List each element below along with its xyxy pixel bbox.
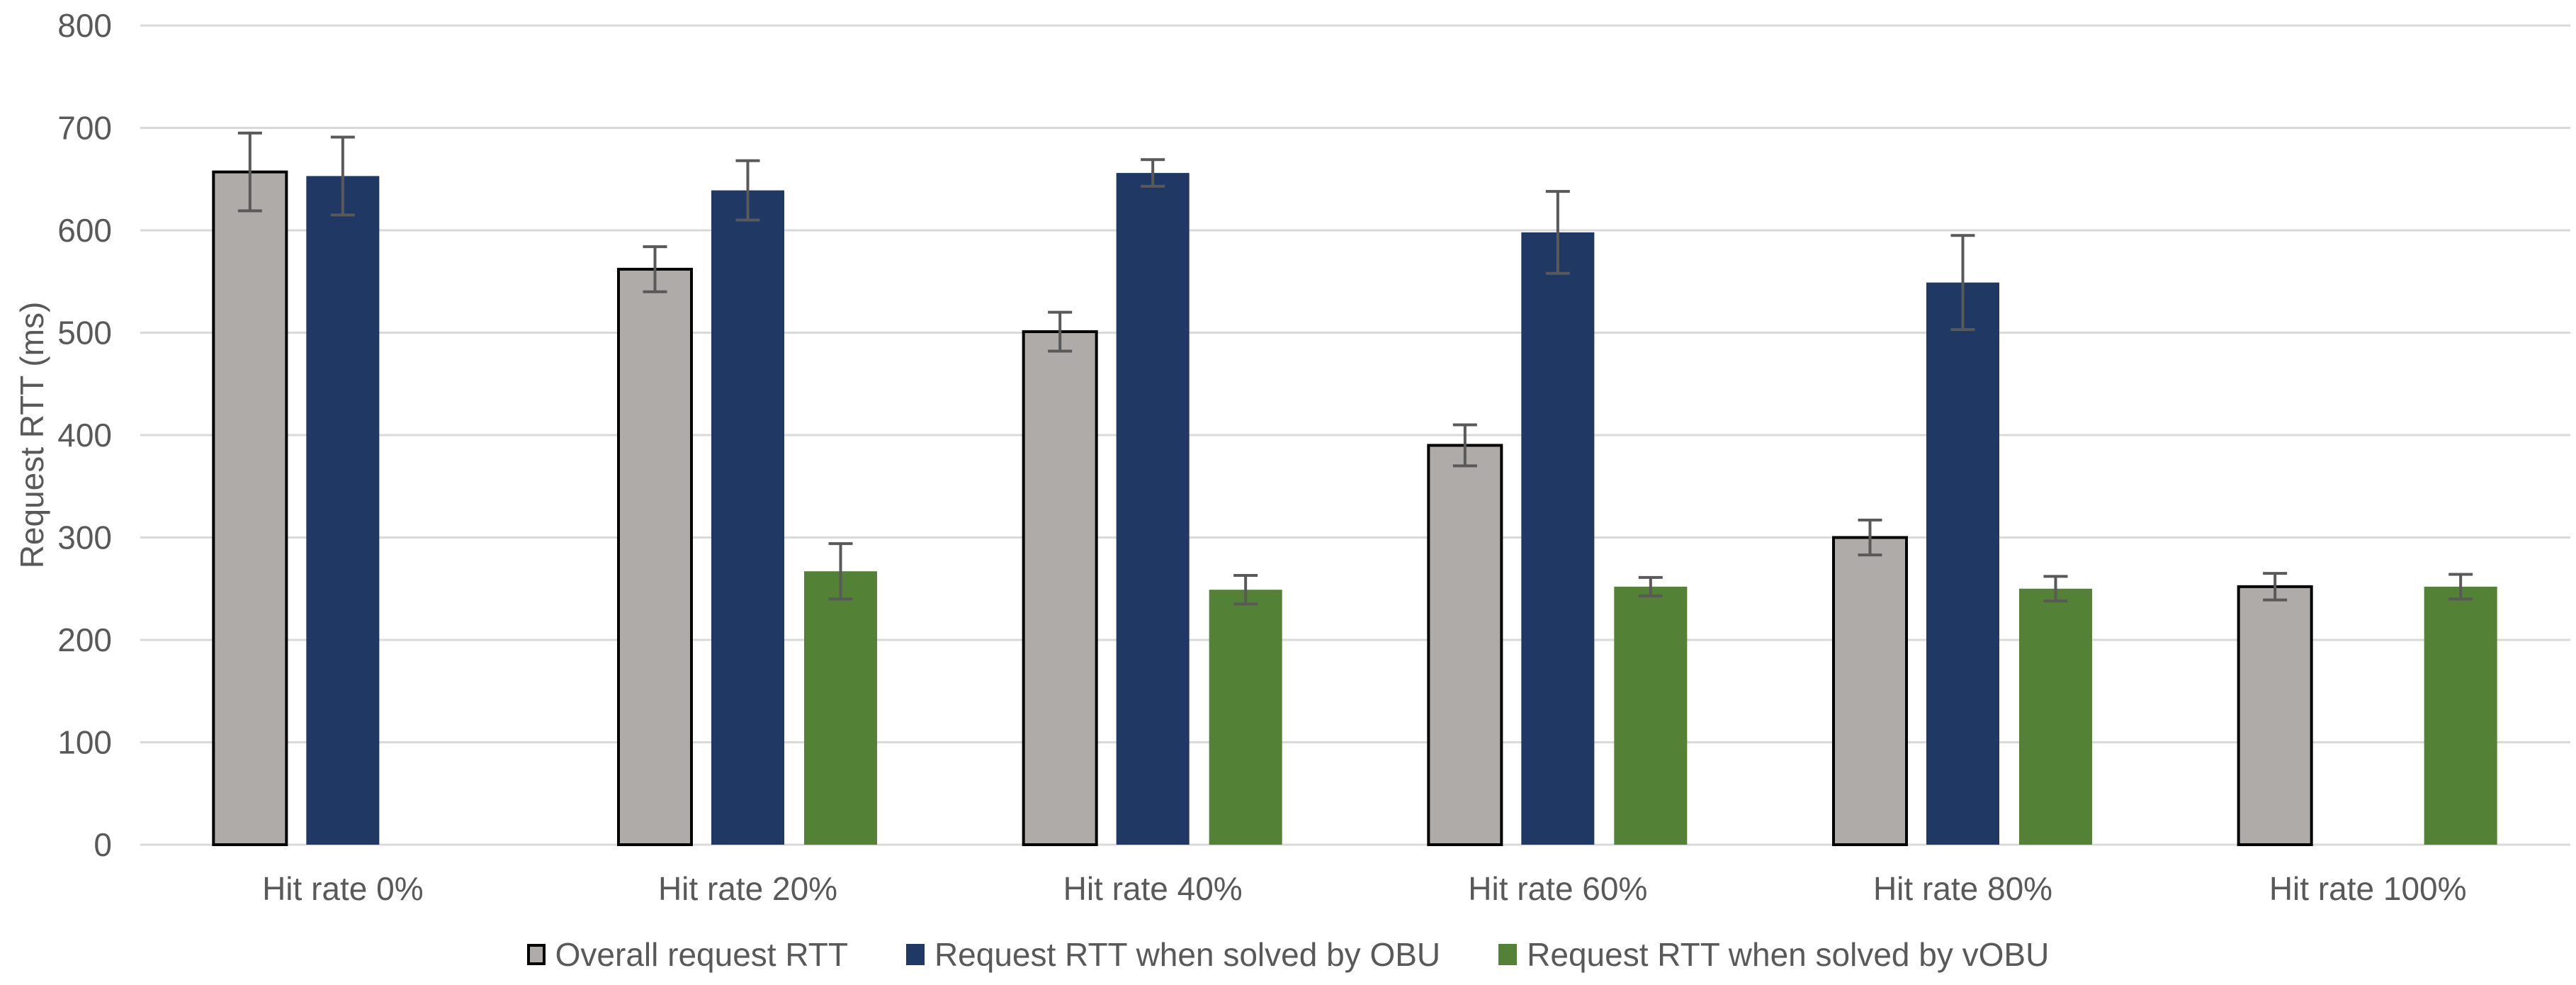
y-tick-label-0: 0	[94, 826, 112, 863]
x-category-label-2: Hit rate 40%	[1063, 870, 1243, 907]
y-axis-title: Request RTT (ms)	[13, 301, 50, 569]
legend-label-obu: Request RTT when solved by OBU	[934, 936, 1441, 973]
legend-label-overall: Overall request RTT	[555, 936, 848, 973]
legend-item-vobu: Request RTT when solved by vOBU	[1498, 935, 2049, 974]
bar-series2-cat1	[804, 571, 877, 845]
bar-series1-cat0	[306, 176, 380, 845]
bar-series1-cat1	[711, 190, 784, 845]
legend-swatch-obu-icon	[905, 944, 925, 965]
bar-series1-cat3	[1521, 232, 1595, 845]
bar-series2-cat2	[1209, 590, 1282, 845]
legend-item-obu: Request RTT when solved by OBU	[905, 935, 1441, 974]
bar-series0-cat5	[2237, 585, 2313, 846]
bar-series2-cat3	[1614, 586, 1688, 845]
y-tick-label-300: 300	[57, 519, 112, 556]
legend-swatch-vobu-icon	[1498, 944, 1518, 965]
bar-series0-cat1	[617, 267, 693, 847]
x-category-label-3: Hit rate 60%	[1468, 870, 1647, 907]
bar-series0-cat4	[1832, 536, 1908, 846]
x-category-label-0: Hit rate 0%	[262, 870, 424, 907]
y-tick-label-100: 100	[57, 724, 112, 761]
y-tick-label-400: 400	[57, 417, 112, 454]
bar-series0-cat3	[1427, 444, 1503, 846]
legend: Overall request RTT Request RTT when sol…	[0, 935, 2576, 974]
legend-label-vobu: Request RTT when solved by vOBU	[1527, 936, 2050, 973]
bar-series1-cat2	[1116, 173, 1190, 845]
bar-series0-cat2	[1022, 330, 1098, 846]
y-tick-label-600: 600	[57, 212, 112, 249]
legend-swatch-overall-icon	[526, 944, 546, 965]
x-category-label-4: Hit rate 80%	[1873, 870, 2052, 907]
y-tick-label-700: 700	[57, 110, 112, 147]
y-tick-label-800: 800	[57, 7, 112, 44]
x-category-label-5: Hit rate 100%	[2269, 870, 2467, 907]
bar-series0-cat0	[212, 170, 288, 846]
bar-series1-cat4	[1926, 282, 1999, 845]
y-tick-label-500: 500	[57, 315, 112, 351]
bar-series2-cat5	[2424, 586, 2497, 845]
bar-series2-cat4	[2019, 588, 2092, 845]
legend-item-overall: Overall request RTT	[526, 935, 848, 974]
y-tick-label-200: 200	[57, 621, 112, 658]
x-category-label-1: Hit rate 20%	[658, 870, 837, 907]
